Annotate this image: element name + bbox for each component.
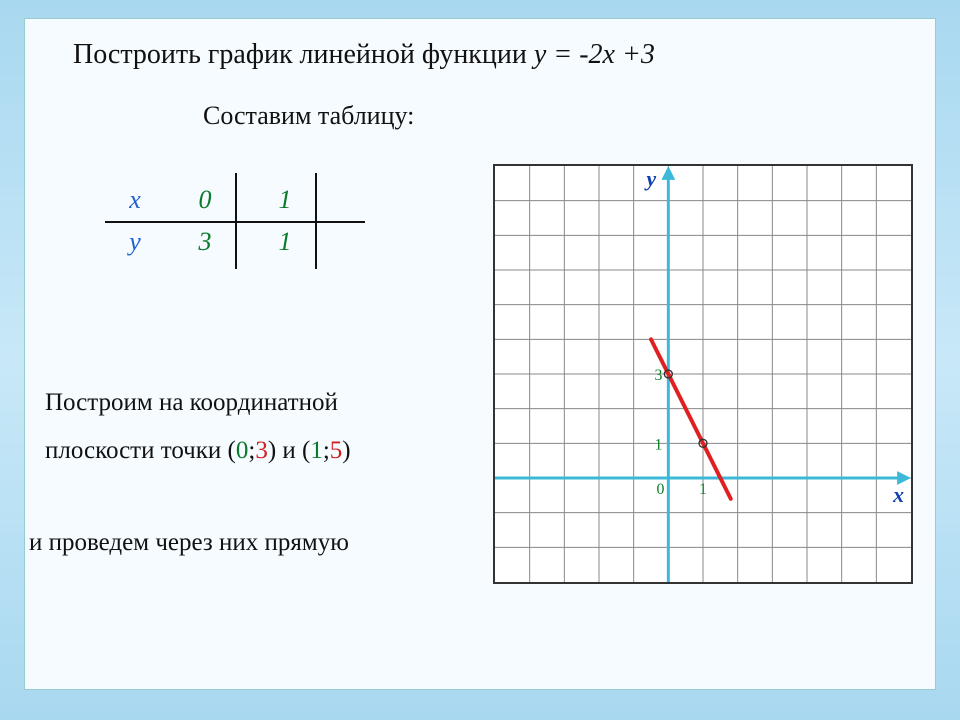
para1-mid: ) и (: [268, 437, 311, 464]
pt2-y: 5: [330, 437, 343, 464]
row-label-x: x: [105, 185, 165, 215]
title-equation: y = -2x +3: [534, 39, 655, 70]
x-axis-label: x: [892, 483, 904, 507]
cell-x1: 1: [245, 185, 325, 215]
pt1-y: 3: [255, 437, 268, 464]
para1-line2a: плоскости точки (: [45, 437, 236, 464]
row-label-y: y: [105, 227, 165, 257]
pt1-x: 0: [236, 437, 249, 464]
subtitle: Составим таблицу:: [203, 101, 907, 131]
coordinate-graph: y x 0 1 1 3: [493, 164, 913, 584]
cell-y0: 3: [165, 227, 245, 257]
table-vline: [235, 173, 237, 269]
para1-end: ): [342, 437, 350, 464]
cell-x0: 0: [165, 185, 245, 215]
tick-label: 1: [654, 436, 662, 453]
tick-label: 1: [699, 481, 707, 498]
tick-label: 0: [656, 481, 664, 498]
value-table: x 0 1 y 3 1: [105, 179, 365, 263]
function-line: [651, 339, 731, 498]
y-axis-label: y: [644, 167, 657, 191]
para1-line1: Построим на координатной: [45, 389, 338, 416]
pt2-x: 1: [310, 437, 323, 464]
cell-y1: 1: [245, 227, 325, 257]
tick-label: 3: [654, 367, 662, 384]
table-vline: [315, 173, 317, 269]
paragraph-draw-line: и проведем через них прямую: [29, 529, 349, 557]
paragraph-build-points: Построим на координатной плоскости точки…: [45, 379, 351, 474]
title-text: Построить график линейной функции: [73, 39, 534, 70]
page-title: Построить график линейной функции y = -2…: [73, 39, 907, 71]
